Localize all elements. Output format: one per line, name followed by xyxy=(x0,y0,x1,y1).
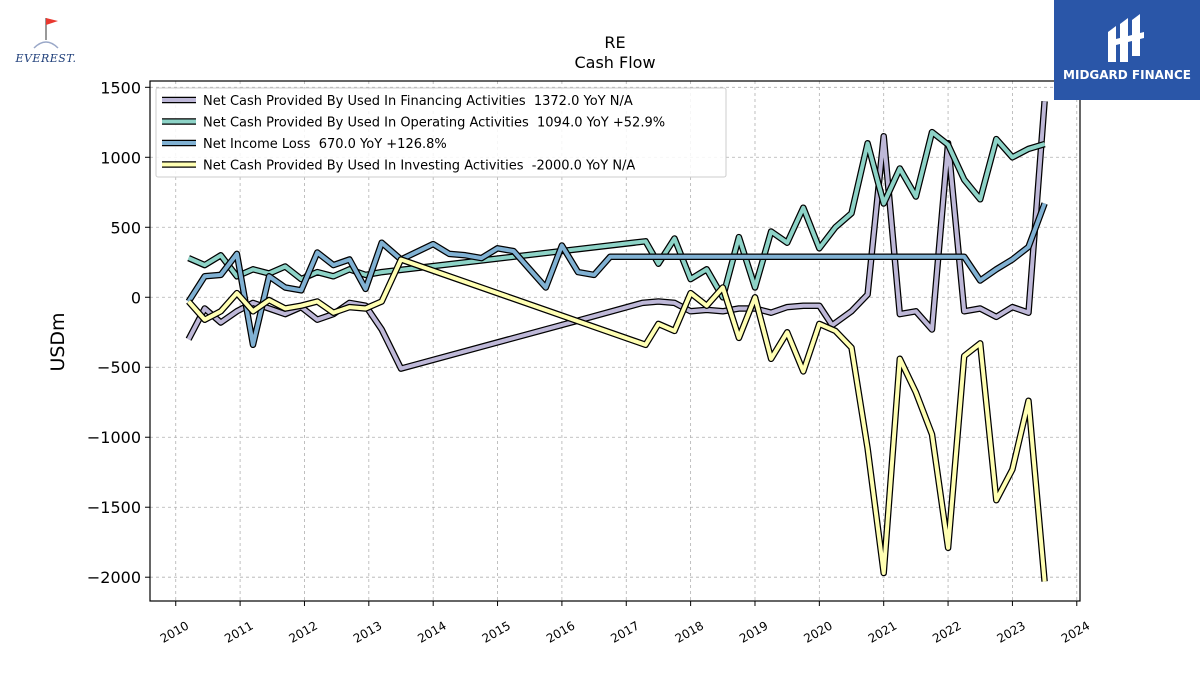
midgard-mark-icon xyxy=(1108,14,1144,62)
plot-frame xyxy=(149,80,1081,602)
x-tick-label: 2015 xyxy=(480,618,513,645)
x-tick-label: 2013 xyxy=(351,618,384,645)
x-tick-label: 2024 xyxy=(1059,618,1092,645)
legend: Net Cash Provided By Used In Financing A… xyxy=(155,87,727,178)
flag-icon xyxy=(33,18,59,49)
series-lines xyxy=(185,101,1048,582)
x-tick-label: 2017 xyxy=(608,618,641,645)
midgard-logo-text: MIDGARD FINANCE xyxy=(1063,68,1191,82)
y-tick-label: 1500 xyxy=(100,78,141,97)
x-tick-label: 2010 xyxy=(158,618,191,645)
x-tick-label: 2014 xyxy=(415,618,448,645)
series-line xyxy=(186,202,1047,347)
x-tick-label: 2022 xyxy=(930,618,963,645)
x-tick-label: 2020 xyxy=(801,618,834,645)
y-tick-label: 1000 xyxy=(100,148,141,167)
legend-entry: Net Income Loss 670.0 YoY +126.8% xyxy=(162,137,447,152)
y-tick-label: 500 xyxy=(110,218,141,237)
legend-entry: Net Cash Provided By Used In Operating A… xyxy=(162,116,665,131)
legend-entry: Net Cash Provided By Used In Financing A… xyxy=(162,94,633,109)
y-tick-label: −1500 xyxy=(87,498,141,517)
series-line xyxy=(187,257,1047,582)
legend-label: Net Income Loss 670.0 YoY +126.8% xyxy=(203,137,447,152)
series-4 xyxy=(186,256,1048,582)
series-2 xyxy=(187,128,1046,301)
y-tick-label: −2000 xyxy=(87,568,141,587)
chart-title: RE xyxy=(604,33,625,52)
y-tick-label: −1000 xyxy=(87,428,141,447)
series-3 xyxy=(185,202,1048,349)
legend-label: Net Cash Provided By Used In Financing A… xyxy=(203,94,633,109)
y-tick-label: −500 xyxy=(97,358,141,377)
legend-label: Net Cash Provided By Used In Operating A… xyxy=(203,116,665,131)
x-tick-label: 2023 xyxy=(994,618,1027,645)
x-tick-label: 2018 xyxy=(673,618,706,645)
everest-logo: EVEREST. xyxy=(4,14,88,70)
x-tick-label: 2019 xyxy=(737,618,770,645)
x-tick-label: 2016 xyxy=(544,618,577,645)
y-tick-label: 0 xyxy=(131,288,141,307)
chart-subtitle: Cash Flow xyxy=(574,53,655,72)
legend-label: Net Cash Provided By Used In Investing A… xyxy=(203,159,635,174)
legend-box xyxy=(155,87,727,178)
legend-entry: Net Cash Provided By Used In Investing A… xyxy=(162,159,635,174)
series-line xyxy=(187,130,1046,300)
y-axis-label: USDm xyxy=(47,312,69,371)
everest-logo-text: EVEREST. xyxy=(15,52,77,65)
x-tick-label: 2012 xyxy=(287,618,320,645)
x-tick-label: 2021 xyxy=(866,618,899,645)
midgard-finance-logo: MIDGARD FINANCE xyxy=(1054,0,1200,100)
x-tick-label: 2011 xyxy=(222,618,255,645)
